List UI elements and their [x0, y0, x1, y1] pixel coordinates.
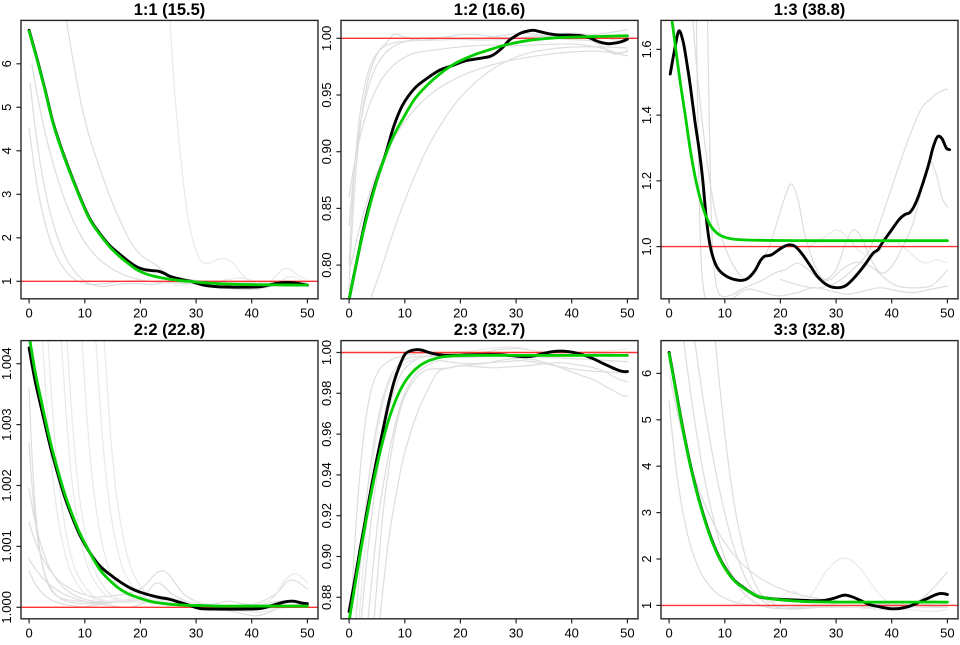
svg-text:1: 1 — [639, 602, 654, 609]
svg-text:50: 50 — [940, 625, 954, 640]
svg-text:1.001: 1.001 — [0, 530, 14, 563]
svg-text:1.004: 1.004 — [0, 347, 14, 380]
svg-text:40: 40 — [884, 625, 898, 640]
svg-text:0: 0 — [665, 625, 672, 640]
svg-text:20: 20 — [453, 305, 467, 320]
svg-text:1.2: 1.2 — [639, 172, 654, 190]
svg-text:30: 30 — [509, 625, 523, 640]
svg-text:0.85: 0.85 — [319, 196, 334, 221]
svg-text:50: 50 — [300, 625, 314, 640]
svg-text:3: 3 — [0, 191, 14, 198]
svg-text:0.88: 0.88 — [319, 585, 334, 610]
svg-text:40: 40 — [884, 305, 898, 320]
svg-text:1.002: 1.002 — [0, 469, 14, 502]
svg-text:30: 30 — [829, 305, 843, 320]
svg-text:30: 30 — [509, 305, 523, 320]
svg-text:4: 4 — [0, 147, 14, 154]
svg-text:1.0: 1.0 — [639, 238, 654, 256]
svg-text:5: 5 — [0, 104, 14, 111]
svg-text:1: 1 — [0, 278, 14, 285]
svg-text:0.96: 0.96 — [319, 421, 334, 446]
svg-text:0: 0 — [665, 305, 672, 320]
svg-text:20: 20 — [133, 625, 147, 640]
svg-text:50: 50 — [620, 625, 634, 640]
svg-text:1:2 (16.6): 1:2 (16.6) — [454, 1, 526, 19]
svg-text:2:2 (22.8): 2:2 (22.8) — [134, 321, 206, 339]
svg-text:0: 0 — [25, 625, 32, 640]
svg-text:0.90: 0.90 — [319, 139, 334, 164]
svg-text:40: 40 — [564, 625, 578, 640]
svg-text:20: 20 — [133, 305, 147, 320]
svg-text:3: 3 — [639, 509, 654, 516]
svg-text:5: 5 — [639, 416, 654, 423]
svg-text:40: 40 — [244, 305, 258, 320]
svg-text:0.95: 0.95 — [319, 82, 334, 107]
svg-text:1.6: 1.6 — [639, 40, 654, 58]
svg-text:50: 50 — [620, 305, 634, 320]
svg-text:20: 20 — [773, 305, 787, 320]
svg-text:1:1 (15.5): 1:1 (15.5) — [134, 1, 206, 19]
svg-text:50: 50 — [940, 305, 954, 320]
svg-text:2: 2 — [0, 234, 14, 241]
svg-text:1.00: 1.00 — [319, 26, 334, 51]
svg-text:10: 10 — [78, 305, 92, 320]
svg-text:1.000: 1.000 — [0, 591, 14, 624]
svg-text:30: 30 — [829, 625, 843, 640]
svg-text:0: 0 — [25, 305, 32, 320]
svg-text:40: 40 — [244, 625, 258, 640]
svg-text:10: 10 — [718, 625, 732, 640]
svg-text:1.4: 1.4 — [639, 106, 654, 124]
svg-text:0.94: 0.94 — [319, 462, 334, 487]
svg-text:40: 40 — [564, 305, 578, 320]
svg-text:0.92: 0.92 — [319, 503, 334, 528]
svg-text:0: 0 — [345, 305, 352, 320]
svg-text:10: 10 — [398, 305, 412, 320]
svg-text:4: 4 — [639, 463, 654, 470]
svg-text:2:3 (32.7): 2:3 (32.7) — [454, 321, 526, 339]
svg-text:30: 30 — [189, 625, 203, 640]
svg-text:1:3 (38.8): 1:3 (38.8) — [774, 1, 846, 19]
svg-text:10: 10 — [78, 625, 92, 640]
svg-text:10: 10 — [398, 625, 412, 640]
svg-text:1.00: 1.00 — [319, 340, 334, 365]
svg-text:6: 6 — [0, 60, 14, 67]
svg-text:3:3 (32.8): 3:3 (32.8) — [774, 321, 846, 339]
svg-text:20: 20 — [453, 625, 467, 640]
svg-text:10: 10 — [718, 305, 732, 320]
svg-text:0.80: 0.80 — [319, 252, 334, 277]
svg-text:0.98: 0.98 — [319, 381, 334, 406]
svg-text:2: 2 — [639, 555, 654, 562]
svg-text:50: 50 — [300, 305, 314, 320]
svg-text:0.90: 0.90 — [319, 544, 334, 569]
svg-text:0: 0 — [345, 625, 352, 640]
svg-text:1.003: 1.003 — [0, 408, 14, 441]
svg-text:20: 20 — [773, 625, 787, 640]
svg-text:6: 6 — [639, 370, 654, 377]
svg-text:30: 30 — [189, 305, 203, 320]
